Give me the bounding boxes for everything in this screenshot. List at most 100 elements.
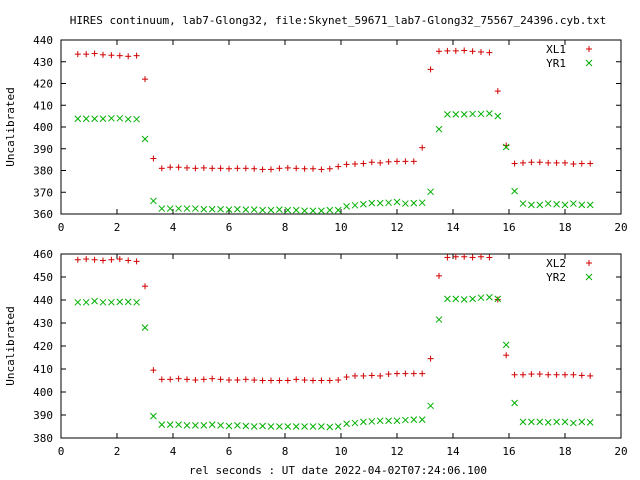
data-point-yr2 — [250, 423, 258, 430]
data-point-yr2 — [586, 419, 594, 426]
data-point-yr2 — [242, 422, 250, 430]
data-point-xl2 — [578, 372, 585, 379]
data-point-yr2 — [402, 416, 409, 424]
x-tick-label: 12 — [390, 221, 403, 234]
data-point-yr1 — [108, 114, 115, 122]
data-point-yr1 — [141, 135, 149, 143]
data-point-yr2 — [150, 412, 157, 420]
data-point-xl1 — [536, 159, 543, 166]
x-tick-label: 14 — [446, 445, 460, 458]
data-point-xl1 — [587, 160, 594, 167]
data-point-xl1 — [301, 165, 308, 172]
y-ticks-bottom: 380 390 400 410 420 430 440 450 460 — [33, 248, 621, 445]
data-point-yr1 — [528, 201, 535, 209]
data-point-xl1 — [394, 158, 400, 165]
data-point-xl2 — [83, 256, 90, 263]
data-point-yr1 — [318, 207, 325, 215]
data-point-xl2 — [360, 372, 367, 379]
data-point-yr1 — [561, 201, 569, 209]
data-point-yr2 — [91, 297, 98, 305]
data-point-yr1 — [91, 115, 98, 123]
data-point-yr1 — [74, 115, 82, 123]
data-point-yr1 — [486, 110, 493, 117]
data-point-xl2 — [91, 256, 98, 263]
x-tick-label: 14 — [446, 221, 460, 234]
data-point-xl2 — [310, 377, 316, 384]
data-point-yr2 — [519, 418, 527, 426]
x-tick-label: 6 — [226, 221, 233, 234]
data-point-yr2 — [376, 417, 384, 425]
data-point-yr1 — [393, 198, 401, 206]
legend-symbol-xl1 — [586, 46, 592, 52]
y-tick-label: 460 — [33, 248, 53, 261]
data-point-xl1 — [486, 49, 493, 56]
data-point-xl2 — [444, 254, 451, 261]
data-point-yr2 — [141, 324, 149, 331]
data-point-xl1 — [310, 165, 316, 172]
data-point-yr1 — [553, 200, 560, 208]
data-point-xl2 — [503, 352, 510, 359]
data-point-yr1 — [116, 114, 124, 122]
data-point-yr1 — [208, 205, 216, 213]
data-point-xl2 — [553, 371, 560, 378]
data-point-yr1 — [133, 115, 140, 123]
data-point-yr2 — [284, 423, 292, 430]
data-point-xl1 — [217, 165, 224, 172]
data-point-yr2 — [393, 417, 401, 425]
data-point-yr2 — [578, 418, 586, 426]
data-point-yr2 — [351, 419, 359, 427]
data-point-yr2 — [360, 418, 367, 426]
data-point-yr1 — [166, 205, 174, 212]
data-point-xl2 — [427, 355, 434, 362]
data-point-xl1 — [335, 163, 342, 170]
data-point-xl1 — [108, 52, 115, 59]
data-point-yr1 — [427, 188, 434, 196]
data-point-xl2 — [150, 367, 157, 374]
data-point-yr1 — [511, 187, 518, 195]
data-point-xl2 — [410, 370, 417, 377]
data-point-yr2 — [452, 295, 460, 303]
data-point-yr1 — [360, 200, 367, 208]
y-tick-label: 370 — [33, 186, 53, 199]
data-point-yr1 — [460, 111, 468, 118]
legend-label-yr1: YR1 — [546, 57, 566, 70]
data-point-yr1 — [343, 203, 350, 210]
data-point-yr2 — [82, 298, 90, 306]
data-point-yr2 — [469, 295, 476, 303]
data-point-yr2 — [225, 422, 233, 430]
data-point-xl1 — [175, 164, 182, 171]
data-point-yr2 — [175, 421, 182, 429]
data-point-xl1 — [125, 53, 132, 60]
data-point-xl2 — [268, 377, 274, 384]
y-tick-label: 420 — [33, 78, 53, 91]
y-tick-label: 390 — [33, 409, 53, 422]
legend-bottom: XL2 YR2 — [546, 257, 593, 284]
data-point-yr2 — [234, 421, 241, 429]
y-tick-label: 450 — [33, 271, 53, 284]
data-point-yr2 — [318, 423, 325, 430]
data-point-xl1 — [419, 144, 426, 151]
data-point-xl2 — [478, 253, 484, 260]
data-point-xl1 — [200, 164, 207, 171]
data-point-xl1 — [83, 51, 90, 58]
data-point-xl1 — [268, 166, 274, 173]
x-tick-label: 18 — [558, 445, 571, 458]
data-point-xl2 — [100, 257, 106, 264]
y-tick-label: 410 — [33, 363, 53, 376]
data-point-yr1 — [242, 206, 250, 214]
data-point-yr2 — [74, 298, 82, 306]
data-point-xl2 — [158, 376, 165, 383]
data-point-yr1 — [276, 206, 283, 214]
data-point-yr1 — [183, 205, 191, 212]
data-point-xl1 — [251, 165, 258, 172]
data-point-yr2 — [536, 418, 544, 426]
data-point-yr1 — [494, 112, 502, 120]
data-point-xl2 — [226, 377, 232, 384]
legend-marker-xl1 — [586, 46, 592, 52]
data-point-xl1 — [402, 158, 409, 165]
data-point-xl1 — [276, 165, 283, 172]
data-point-xl2 — [452, 253, 459, 260]
data-point-yr2 — [124, 298, 132, 306]
data-point-xl1 — [133, 52, 140, 59]
